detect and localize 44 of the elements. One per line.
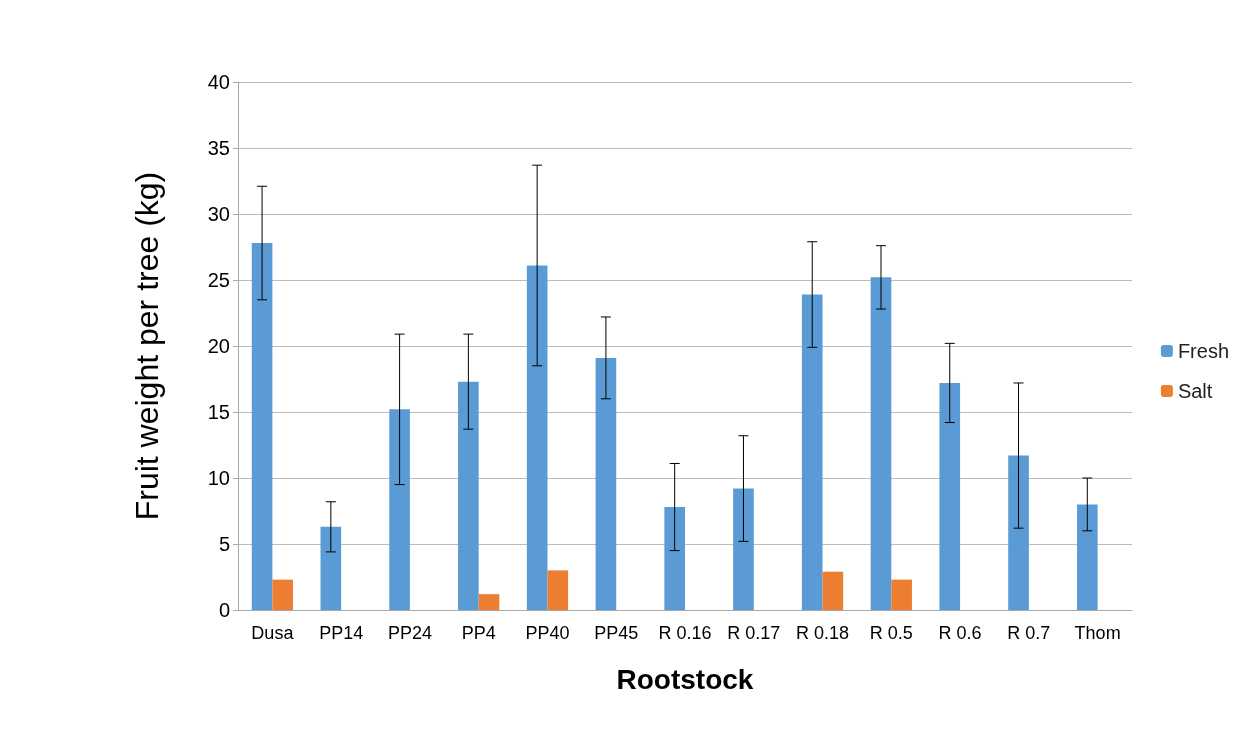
bar bbox=[870, 277, 892, 610]
bar bbox=[891, 579, 912, 610]
y-tick-label: 15 bbox=[207, 401, 230, 423]
bar bbox=[389, 409, 410, 610]
bar bbox=[801, 294, 823, 610]
y-tick-label: 35 bbox=[207, 137, 230, 159]
y-axis-title: Fruit weight per tree (kg) bbox=[129, 171, 165, 521]
bar bbox=[320, 526, 342, 610]
legend-label: Salt bbox=[1177, 380, 1213, 402]
bar bbox=[458, 381, 479, 610]
x-tick-label: R 0.6 bbox=[938, 623, 982, 643]
x-tick-label: R 0.17 bbox=[727, 623, 781, 643]
x-tick-label: R 0.7 bbox=[1007, 623, 1051, 643]
bar bbox=[478, 594, 500, 610]
bar bbox=[595, 357, 617, 610]
x-tick-label: Thom bbox=[1074, 623, 1121, 643]
bar bbox=[272, 579, 294, 610]
bar bbox=[526, 265, 548, 610]
bar bbox=[1076, 504, 1098, 610]
bar bbox=[1008, 455, 1029, 610]
x-tick-label: PP24 bbox=[387, 623, 432, 643]
y-tick-label: 10 bbox=[207, 467, 230, 489]
y-tick-label: 30 bbox=[207, 203, 230, 225]
bar bbox=[733, 488, 754, 610]
x-tick-label: R 0.5 bbox=[869, 623, 913, 643]
bar bbox=[939, 382, 961, 610]
x-tick-label: R 0.16 bbox=[658, 623, 712, 643]
bar bbox=[664, 507, 685, 610]
x-tick-label: PP40 bbox=[525, 623, 570, 643]
y-tick-label: 25 bbox=[207, 269, 230, 291]
x-tick-label: PP14 bbox=[319, 623, 364, 643]
x-tick-label: R 0.18 bbox=[796, 623, 850, 643]
bar bbox=[251, 243, 273, 610]
x-tick-label: PP45 bbox=[594, 623, 639, 643]
x-axis-title: Rootstock bbox=[616, 663, 754, 695]
y-tick-label: 40 bbox=[207, 71, 230, 93]
bar bbox=[822, 571, 844, 610]
y-tick-label: 20 bbox=[207, 335, 230, 357]
legend-label: Fresh bbox=[1177, 340, 1229, 362]
bar bbox=[547, 570, 569, 610]
y-tick-label: 0 bbox=[218, 599, 230, 621]
x-tick-label: Dusa bbox=[251, 623, 295, 643]
y-tick-label: 5 bbox=[218, 533, 230, 555]
x-tick-label: PP4 bbox=[461, 623, 496, 643]
